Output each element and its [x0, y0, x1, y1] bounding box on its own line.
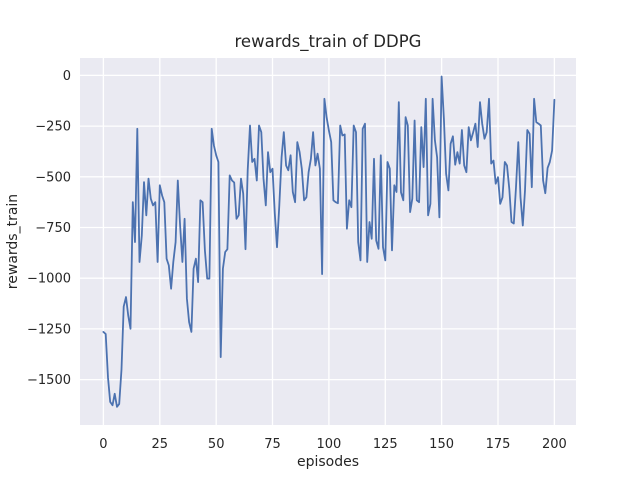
y-tick-label: −750: [35, 221, 71, 236]
x-axis-label: episodes: [297, 454, 359, 470]
plot-area: [80, 58, 576, 425]
x-tick-label: 0: [99, 437, 107, 452]
chart-title: rewards_train of DDPG: [235, 32, 422, 52]
x-tick-label: 200: [542, 437, 567, 452]
y-axis-label: rewards_train: [5, 194, 21, 289]
y-tick-label: −1000: [27, 272, 71, 287]
y-tick-label: 0: [63, 69, 71, 84]
y-tick-label: −500: [35, 170, 71, 185]
x-tick-label: 25: [152, 437, 169, 452]
y-tick-labels: 0 −250 −500 −750 −1000 −1250 −1500: [27, 69, 71, 388]
y-tick-label: −1500: [27, 373, 71, 388]
x-tick-labels: 0 25 50 75 100 125 150 175 200: [99, 437, 567, 452]
x-tick-label: 50: [208, 437, 225, 452]
data-series: [102, 75, 556, 408]
x-tick-label: 125: [373, 437, 398, 452]
x-tick-label: 175: [486, 437, 511, 452]
y-tick-label: −250: [35, 120, 71, 135]
x-tick-label: 75: [264, 437, 281, 452]
data-line: [102, 75, 556, 408]
x-tick-label: 100: [316, 437, 341, 452]
y-tick-label: −1250: [27, 322, 71, 337]
x-tick-label: 150: [429, 437, 454, 452]
